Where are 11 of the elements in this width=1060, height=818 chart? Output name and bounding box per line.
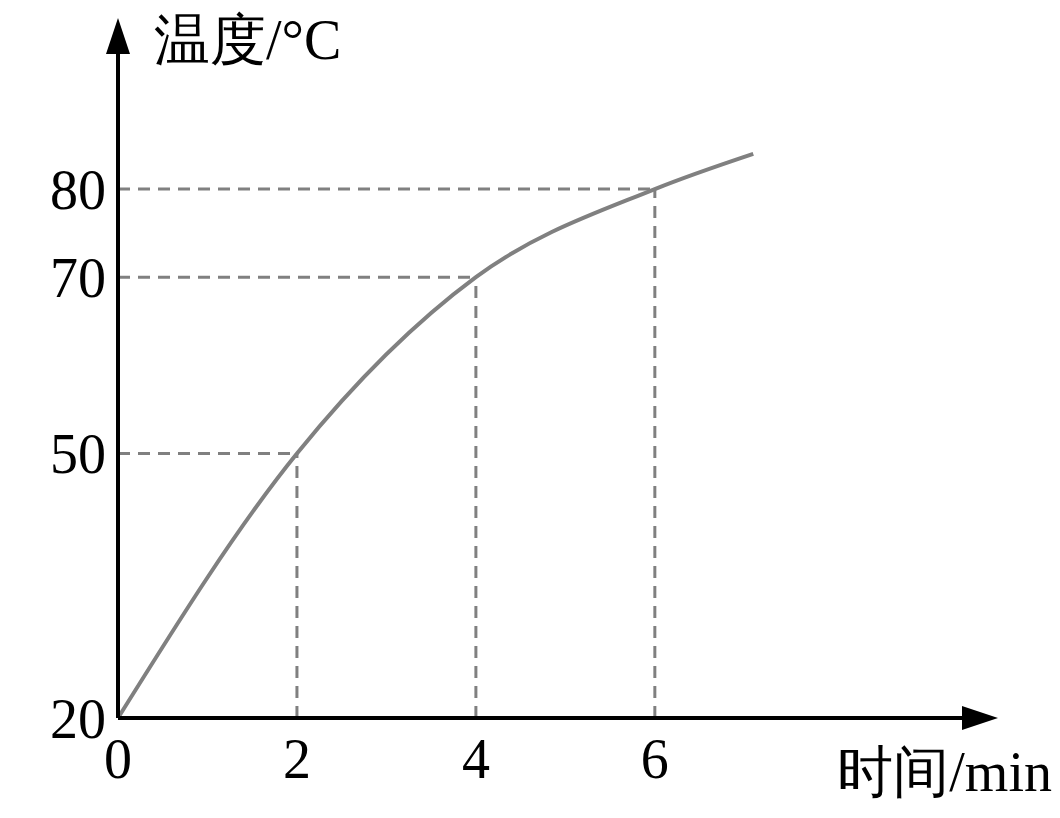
- line-series: [118, 151, 756, 718]
- y-tick-label: 70: [50, 247, 106, 310]
- y-tick-label: 80: [50, 158, 106, 221]
- x-tick-label: 0: [104, 727, 132, 790]
- x-tick-label: 6: [640, 727, 669, 790]
- y-axis-title: 温度/°C: [154, 8, 342, 72]
- x-tick-label: 4: [461, 727, 490, 790]
- x-tick-label: 2: [282, 727, 311, 790]
- y-tick-label: 50: [50, 423, 106, 486]
- y-tick-label: 20: [50, 687, 106, 750]
- x-axis-title: 时间/min: [837, 740, 1052, 804]
